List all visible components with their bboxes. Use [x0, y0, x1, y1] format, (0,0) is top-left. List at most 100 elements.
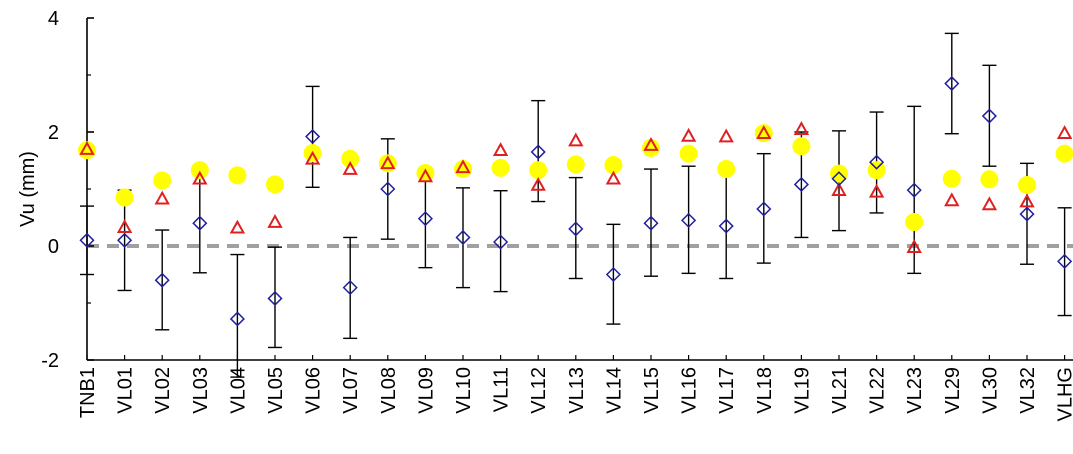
diamond-point — [756, 201, 772, 217]
error-bars — [80, 32, 1072, 378]
x-tick-label: VL02 — [152, 367, 174, 414]
triangle-point — [154, 190, 170, 205]
diamond-point — [944, 75, 960, 92]
diamond-point — [79, 232, 95, 248]
diamond-point — [1057, 253, 1073, 269]
circle-point — [341, 149, 360, 168]
x-tick-label: VL03 — [190, 367, 212, 414]
x-tick-label: VLHG — [1055, 367, 1073, 421]
diamond-point — [305, 128, 321, 145]
x-tick-label: VL19 — [791, 367, 813, 414]
x-tick-label: VL29 — [942, 367, 964, 414]
diamond-point — [605, 266, 621, 283]
triangle-point — [304, 150, 321, 165]
x-tick-label: VL30 — [979, 367, 1001, 414]
circle-point — [1018, 176, 1036, 195]
diamond-point — [906, 182, 922, 198]
triangle-point — [1019, 193, 1035, 208]
circle-point — [115, 188, 134, 207]
triangle-point — [530, 176, 546, 191]
x-tick-label: VL04 — [227, 367, 249, 414]
triangle-point — [267, 214, 283, 228]
diamond-point — [455, 229, 471, 246]
diamond-point — [831, 171, 847, 187]
x-tick-label: VL05 — [265, 367, 287, 414]
diamond-point — [417, 211, 433, 227]
y-tick-label: 0 — [48, 236, 59, 258]
x-tick-label: VL15 — [641, 367, 663, 414]
diamond-point — [229, 311, 245, 327]
circle-point — [980, 170, 999, 189]
diamond-point — [681, 212, 697, 228]
circle-point — [566, 155, 585, 174]
triangle-point — [643, 137, 659, 151]
circle-point — [153, 171, 172, 190]
diamond-point — [267, 290, 283, 307]
diamond-point — [869, 154, 885, 170]
diamond-point — [643, 215, 659, 231]
diamond-series — [79, 75, 1073, 327]
circle-point — [529, 161, 548, 180]
circle-point — [905, 213, 924, 232]
diamond-point — [1019, 206, 1035, 222]
y-tick-label: -2 — [41, 350, 59, 372]
axes — [86, 17, 1073, 361]
x-tick-label: VL08 — [378, 367, 400, 414]
circle-point — [942, 169, 961, 188]
triangle-series — [79, 121, 1073, 253]
x-tick-label: VL14 — [603, 367, 625, 414]
x-tick-label: VL17 — [716, 367, 738, 414]
triangle-point — [981, 196, 998, 211]
circle-point — [642, 138, 660, 157]
triangle-point — [417, 168, 434, 183]
diamond-point — [117, 232, 133, 248]
circle-point — [1055, 144, 1073, 163]
diamond-point — [718, 218, 734, 234]
diamond-point — [380, 181, 396, 197]
x-tick-label: VL01 — [115, 367, 137, 414]
y-axis-title: Vu (mm) — [17, 151, 39, 227]
triangle-point — [793, 121, 810, 135]
circle-point — [830, 164, 848, 183]
triangle-point — [79, 141, 95, 155]
diamond-point — [493, 234, 509, 250]
circle-point — [491, 158, 510, 177]
triangle-point — [605, 170, 622, 185]
y-tick-label: 4 — [48, 8, 59, 30]
x-tick-label: VL32 — [1017, 367, 1039, 414]
diamond-point — [154, 272, 170, 288]
triangle-point — [192, 170, 208, 185]
x-tick-label: VL12 — [528, 367, 550, 414]
x-tick-label: VL16 — [679, 367, 701, 414]
diamond-point — [568, 221, 584, 237]
circle-point — [416, 164, 435, 183]
x-tick-label: VL10 — [453, 367, 475, 414]
circle-point — [867, 161, 886, 180]
circle-point — [454, 160, 472, 179]
x-tick-label: VL18 — [754, 367, 776, 414]
triangle-point — [568, 132, 584, 147]
diamond-point — [192, 215, 208, 231]
triangle-point — [680, 127, 697, 142]
diamond-point — [793, 176, 809, 193]
x-tick-label: VL13 — [566, 367, 588, 414]
diamond-point — [342, 280, 358, 296]
x-tick-label: TNB1 — [77, 367, 99, 418]
triangle-point — [492, 142, 509, 157]
circle-point — [604, 156, 623, 175]
triangle-point — [756, 125, 772, 139]
triangle-point — [116, 219, 133, 233]
circle-point — [266, 175, 284, 194]
triangle-point — [229, 219, 246, 234]
circle-point — [792, 137, 811, 156]
x-tick-label: VL09 — [415, 367, 437, 414]
triangle-point — [944, 192, 960, 207]
triangle-point — [342, 160, 358, 175]
x-tick-label: VL22 — [867, 367, 889, 414]
x-tick-label: VL11 — [491, 367, 513, 412]
triangle-point — [455, 159, 471, 174]
x-tick-label: VL07 — [340, 367, 362, 414]
diamond-point — [530, 144, 546, 160]
triangle-point — [906, 239, 922, 253]
